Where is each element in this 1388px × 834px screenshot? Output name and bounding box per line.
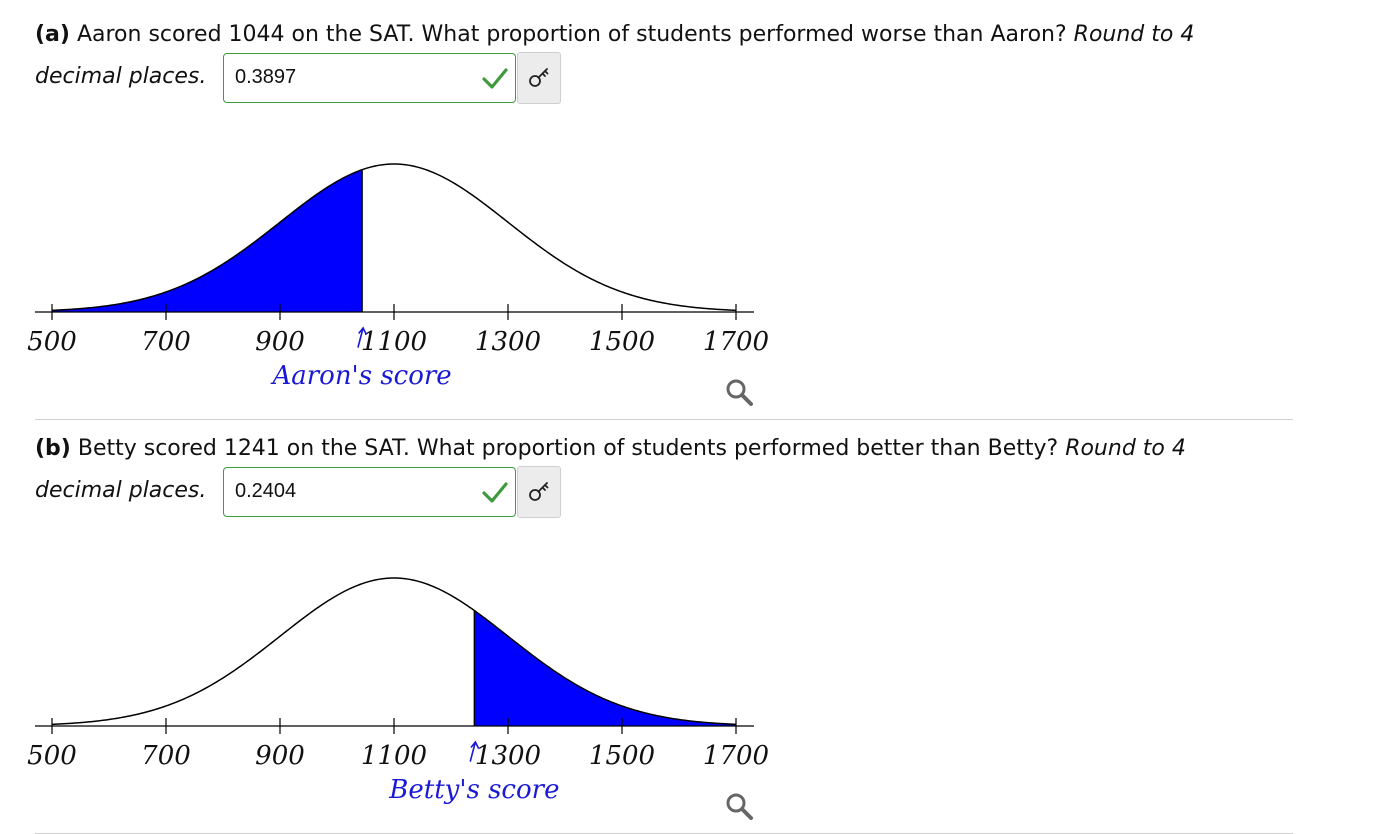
score-marker-arrow [469,740,480,762]
x-tick-label: 900 [255,741,305,771]
key-icon [529,68,549,87]
key-button-b[interactable] [517,466,561,518]
question-a-text: (a) Aaron scored 1044 on the SAT. What p… [35,14,1275,98]
question-b-round-note: Round to 4 decimal places. [35,436,1186,503]
key-button-a[interactable] [517,52,561,104]
score-marker-arrow [357,326,367,348]
x-tick-label: 900 [255,327,305,357]
normal-curve [51,577,737,726]
question-b-text: (b) Betty scored 1241 on the SAT. What p… [35,428,1275,512]
score-marker-label: Betty's score [388,775,559,805]
x-tick-label: 1100 [361,741,427,771]
zoom-icon[interactable] [724,791,754,821]
zoom-icon[interactable] [724,377,754,407]
answer-b-input[interactable]: 0.2404 [223,467,516,517]
divider [35,419,1293,420]
question-a-label: (a) [35,22,70,47]
x-tick-label: 500 [27,327,77,357]
key-icon [529,482,549,501]
x-tick-label: 500 [27,741,77,771]
x-tick-label: 1500 [589,327,655,357]
normal-curve-chart-a: 500 700 900 1100 1300 1500 1700 Aaron's score [27,163,769,391]
score-marker-label: Aaron's score [270,361,451,391]
normal-curve [51,163,737,312]
x-tick-label: 700 [141,327,191,357]
question-a-prompt: Aaron scored 1044 on the SAT. What propo… [69,22,1074,47]
question-a-round-note: Round to 4 decimal places. [35,22,1195,89]
answer-b-value: 0.2404 [235,480,297,502]
answer-a-value: 0.3897 [235,66,297,88]
shaded-area [52,169,363,312]
x-tick-label: 1300 [475,741,541,771]
answer-a-input[interactable]: 0.3897 [223,53,516,103]
shaded-area [474,610,736,726]
question-b-prompt: Betty scored 1241 on the SAT. What propo… [70,436,1066,461]
x-tick-label: 1100 [361,327,427,357]
normal-curve-chart-b: 500 700 900 1100 1300 1500 1700 Betty's score [27,577,769,805]
question-b-label: (b) [35,436,71,461]
x-tick-label: 1300 [475,327,541,357]
check-icon [482,482,508,503]
check-icon [482,68,508,89]
x-tick-label: 1700 [703,327,769,357]
x-tick-label: 700 [141,741,191,771]
x-tick-label: 1500 [589,741,655,771]
x-tick-label: 1700 [703,741,769,771]
